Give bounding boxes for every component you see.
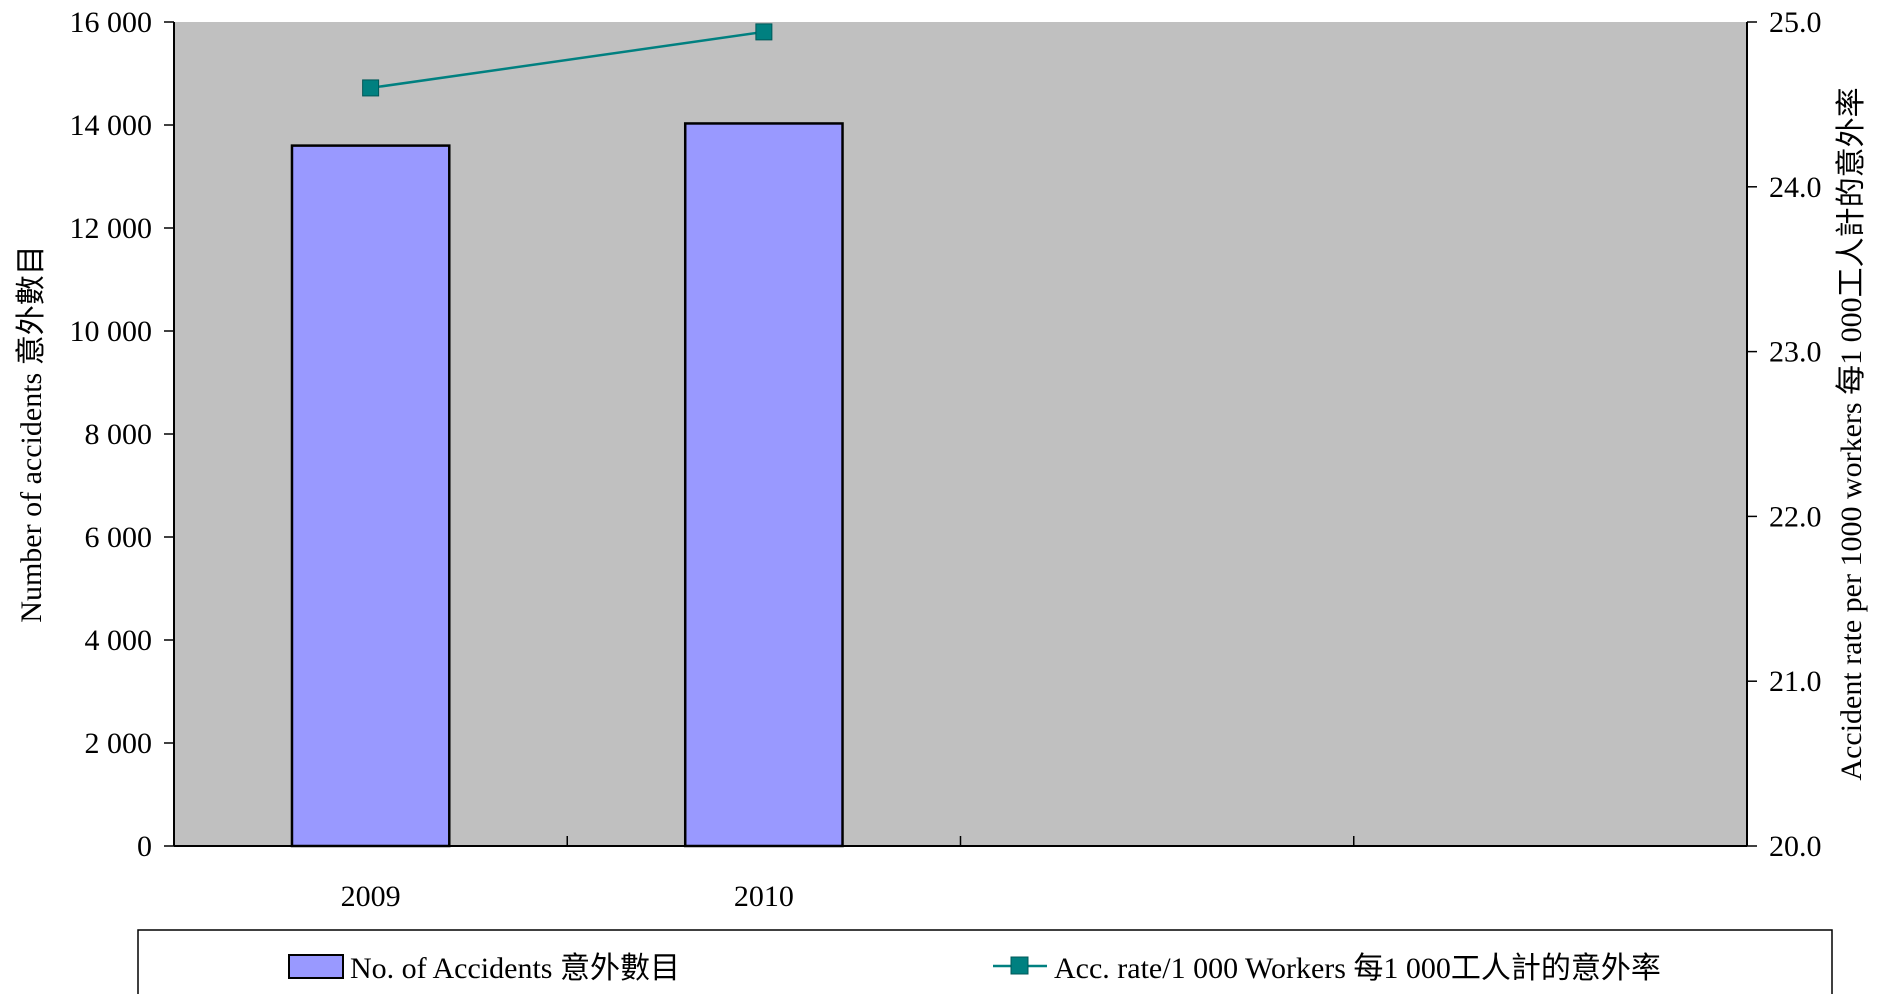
y-tick-label: 4 000 (85, 624, 153, 657)
y-tick-label: 8 000 (85, 418, 153, 451)
y2-tick-label: 23.0 (1769, 336, 1822, 369)
legend: No. of Accidents 意外數目 Acc. rate/1 000 Wo… (137, 929, 1833, 994)
line-series-group (362, 23, 773, 97)
y-tick-label: 10 000 (70, 315, 153, 348)
line-series (370, 30, 765, 90)
x-tick-label: 2009 (341, 880, 401, 913)
y2-tick-label: 22.0 (1769, 500, 1822, 533)
x-tick-label: 2010 (734, 880, 794, 913)
y-tick-label: 6 000 (85, 521, 153, 554)
y2-tick-label: 25.0 (1769, 6, 1822, 39)
line-point-2010 (755, 23, 773, 41)
legend-box (137, 929, 1833, 994)
bar-2010 (683, 122, 844, 848)
legend-bar-label: No. of Accidents 意外數目 (350, 952, 680, 985)
bars-group (290, 122, 844, 848)
y-axis-title: Number of accidents 意外數目 (15, 245, 48, 622)
y2-tick-label: 20.0 (1769, 830, 1822, 863)
legend-line-marker (1010, 956, 1029, 975)
y2-axis-title: Accident rate per 1000 workers 每1 000工人計… (1835, 87, 1868, 780)
y-tick-label: 16 000 (70, 6, 153, 39)
right-tick-labels: 20.0 21.0 22.0 23.0 24.0 25.0 (1769, 6, 1822, 863)
line-point-2009 (362, 79, 380, 97)
legend-line-label: Acc. rate/1 000 Workers 每1 000工人計的意外率 (1054, 952, 1661, 985)
y-tick-label: 14 000 (70, 109, 153, 142)
x-tick-labels: 2009 2010 (341, 880, 794, 913)
y-tick-label: 2 000 (85, 727, 153, 760)
legend-bar-swatch (288, 954, 344, 979)
bar-2009 (290, 144, 451, 848)
y-tick-label: 0 (137, 830, 152, 863)
y-tick-label: 12 000 (70, 212, 153, 245)
y2-tick-label: 24.0 (1769, 171, 1822, 204)
y2-tick-label: 21.0 (1769, 665, 1822, 698)
left-tick-labels: 0 2 000 4 000 6 000 8 000 10 000 12 000 14 000 1… (70, 6, 153, 863)
axes-group (164, 21, 1757, 847)
